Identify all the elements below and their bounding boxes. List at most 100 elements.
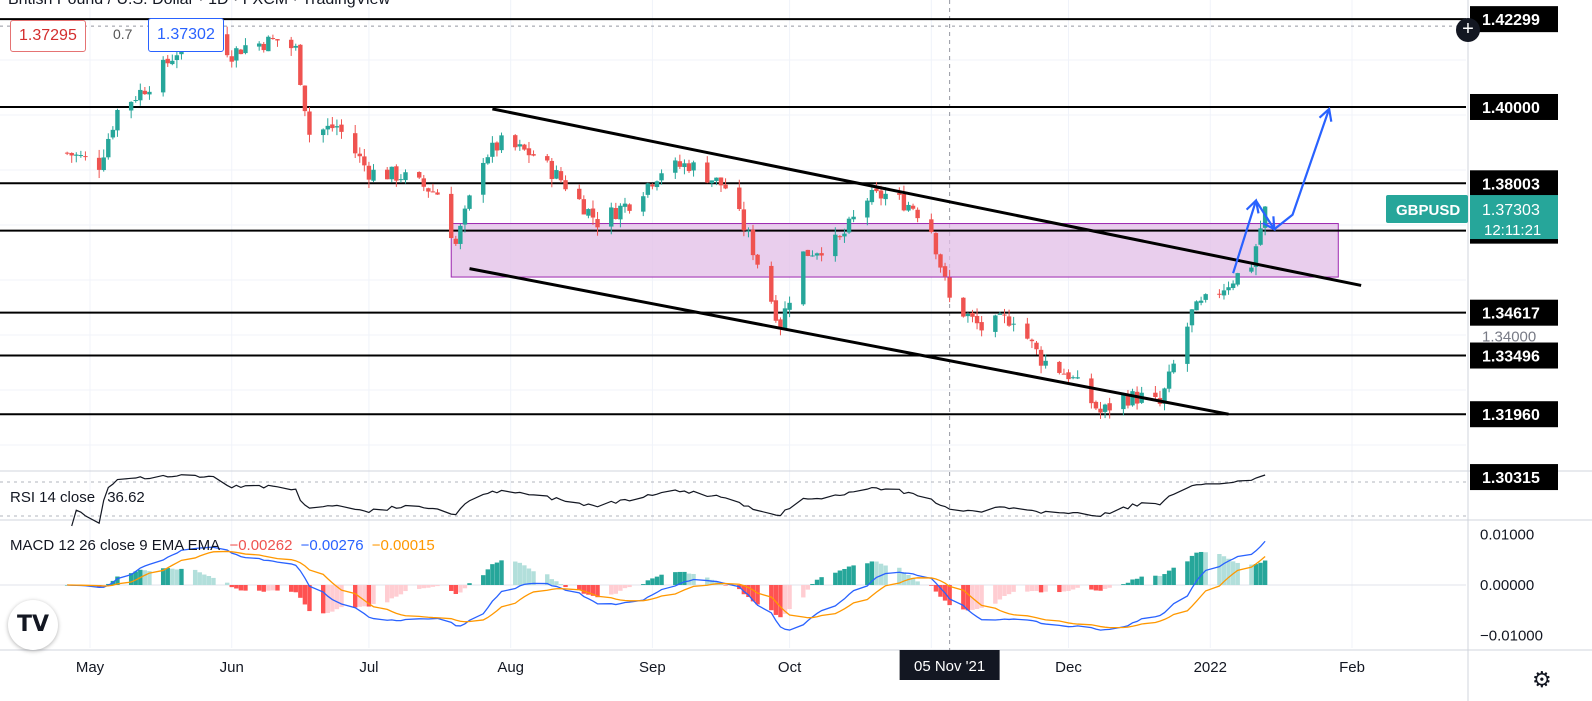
candle-body bbox=[837, 236, 843, 238]
candle-body bbox=[878, 190, 884, 199]
candle-body bbox=[810, 255, 815, 257]
macd-histogram-bar bbox=[677, 571, 683, 585]
candle-body bbox=[64, 152, 70, 154]
symbol-badge bbox=[1386, 195, 1468, 224]
candle-body bbox=[577, 188, 582, 200]
candle-body bbox=[961, 297, 966, 317]
macd-histogram-bar bbox=[686, 573, 692, 585]
macd-histogram-bar bbox=[128, 573, 134, 585]
macd-histogram-bar bbox=[531, 571, 536, 585]
macd-histogram-bar bbox=[1089, 585, 1094, 590]
macd-histogram-bar bbox=[522, 565, 527, 585]
macd-signal-value: −0.00015 bbox=[371, 537, 435, 554]
macd-tick: 0.00000 bbox=[1480, 577, 1534, 594]
plus-circle-icon[interactable]: + bbox=[1456, 18, 1480, 42]
candle-body bbox=[165, 58, 170, 64]
macd-histogram-bar bbox=[1038, 585, 1044, 593]
bid-price: 1.37295 bbox=[19, 27, 77, 44]
candle-body bbox=[673, 160, 678, 173]
candle-body bbox=[787, 302, 792, 310]
candle-body bbox=[490, 142, 495, 157]
channel-lines bbox=[469, 107, 1362, 416]
macd-histogram-bar bbox=[462, 585, 468, 589]
macd-histogram-bar bbox=[577, 585, 582, 591]
candle-body bbox=[1075, 377, 1080, 379]
candle-body bbox=[851, 216, 856, 220]
candle-body bbox=[833, 234, 838, 257]
candle-body bbox=[513, 135, 518, 148]
tradingview-logo[interactable]: TV bbox=[8, 600, 58, 650]
candle-body bbox=[755, 254, 760, 265]
candle-body bbox=[398, 179, 404, 181]
arrow-head bbox=[1318, 106, 1333, 122]
candle-body bbox=[641, 196, 646, 212]
macd-histogram-bar bbox=[723, 585, 728, 586]
macd-histogram-bar bbox=[197, 572, 202, 585]
candle-body bbox=[133, 100, 138, 102]
candle-body bbox=[718, 177, 724, 186]
macd-histogram-bar bbox=[1166, 570, 1172, 585]
candle-body bbox=[897, 193, 902, 195]
ask-price-box[interactable]: 1.37302 bbox=[148, 18, 224, 52]
candle-body bbox=[531, 154, 536, 156]
macd-histogram-bar bbox=[298, 585, 303, 598]
time-axis[interactable]: May Jun Jul Aug Sep Oct Dec 2022 Feb 05 Nov '21 bbox=[76, 650, 1365, 680]
macd-histogram-bar bbox=[851, 565, 856, 585]
macd-histogram-bar bbox=[1185, 561, 1190, 585]
candle-body bbox=[266, 36, 271, 52]
candle-body bbox=[430, 191, 436, 193]
macd-tick: −0.01000 bbox=[1480, 627, 1543, 644]
macd-histogram-bar bbox=[974, 585, 980, 609]
macd-histogram-bar bbox=[389, 585, 394, 599]
price-label-bg bbox=[1470, 93, 1558, 120]
candle-body bbox=[714, 177, 719, 181]
macd-histogram-bar bbox=[801, 585, 806, 598]
candle-body bbox=[1262, 206, 1268, 228]
candle-body bbox=[499, 135, 504, 151]
candle-body bbox=[1034, 342, 1039, 350]
candle-body bbox=[1171, 363, 1176, 373]
candle-body bbox=[366, 165, 372, 180]
candle-body bbox=[394, 166, 399, 181]
macd-histogram-bar bbox=[339, 585, 344, 608]
price-axis[interactable]: 1.422991.400001.380031.367641.346171.340… bbox=[1386, 6, 1558, 644]
candle-body bbox=[545, 156, 550, 161]
candle-body bbox=[613, 208, 619, 219]
candle-body bbox=[106, 138, 111, 158]
macd-histogram-bar bbox=[1070, 585, 1076, 590]
candle-body bbox=[801, 251, 806, 305]
macd-histogram-bar bbox=[961, 585, 966, 610]
price-label-bg bbox=[1470, 464, 1558, 491]
macd-histogram-bar bbox=[202, 574, 207, 585]
macd-histogram-bar bbox=[1002, 585, 1007, 596]
candle-body bbox=[307, 111, 312, 135]
macd-histogram-bar bbox=[595, 585, 600, 598]
macd-histogram-bar bbox=[1066, 585, 1071, 591]
candle-body bbox=[1253, 246, 1259, 267]
macd-histogram-bar bbox=[394, 585, 399, 597]
chart-title-strip: British Pound / U.S. Dollar · 1D · FXCM … bbox=[0, 0, 1470, 10]
macd-histogram-bar bbox=[910, 577, 916, 585]
macd-histogram-bar bbox=[133, 571, 138, 585]
macd-histogram-bar bbox=[641, 584, 646, 585]
candle-body bbox=[334, 126, 340, 128]
macd-histogram-bar bbox=[833, 572, 838, 585]
macd-histogram-bar bbox=[938, 585, 943, 597]
arrow-head bbox=[1245, 198, 1260, 214]
macd-histogram-bar bbox=[494, 562, 500, 585]
macd-histogram-bar bbox=[819, 577, 824, 585]
macd-histogram-bar bbox=[485, 569, 491, 585]
candle-body bbox=[138, 89, 143, 101]
candle-body bbox=[910, 205, 916, 209]
gear-icon[interactable]: ⚙ bbox=[1532, 668, 1552, 693]
macd-histogram-bar bbox=[325, 585, 330, 613]
bid-price-box[interactable]: 1.37295 bbox=[10, 20, 86, 52]
candle-body bbox=[805, 249, 811, 256]
macd-histogram-bar bbox=[897, 567, 902, 585]
candle-body bbox=[1066, 372, 1071, 380]
candle-body bbox=[110, 129, 116, 138]
candle-body bbox=[1029, 339, 1035, 342]
candle-body bbox=[325, 125, 330, 130]
